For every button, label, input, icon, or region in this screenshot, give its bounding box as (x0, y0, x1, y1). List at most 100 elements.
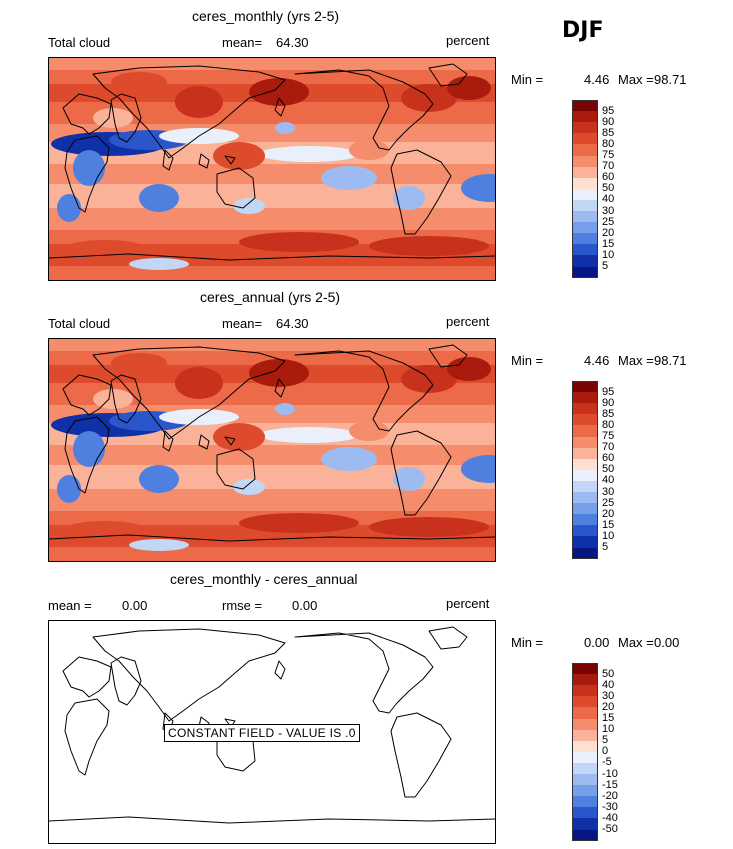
field-contour (129, 539, 189, 551)
colorbar-swatch (572, 111, 598, 123)
panel1-mean-value: 64.30 (276, 35, 309, 50)
colorbar-swatch (572, 177, 598, 190)
colorbar-swatch (572, 211, 598, 223)
coastline (62, 656, 112, 698)
panel3-min-label: Min = (511, 635, 544, 650)
colorbar-swatch (572, 469, 598, 482)
field-contour (175, 367, 223, 399)
coastline (390, 712, 452, 798)
coastline (64, 698, 110, 776)
coastline (64, 416, 110, 494)
colorbar-swatch (572, 536, 598, 549)
field-band (49, 102, 495, 125)
panel3-max-label: Max = (618, 635, 654, 650)
panel2-variable-label: Total cloud (48, 316, 111, 331)
colorbar-tick-label: 90 (602, 115, 615, 128)
field-contour (393, 186, 425, 210)
panel3-rmse-label: rmse = (222, 598, 263, 613)
coastline (92, 65, 286, 159)
colorbar-swatch (572, 436, 598, 449)
field-band (49, 489, 495, 512)
field-contour (65, 240, 145, 256)
coastline (274, 378, 286, 398)
colorbar-tick-label: -20 (602, 789, 618, 802)
field-contour (249, 78, 309, 106)
colorbar-swatch (572, 199, 598, 212)
season-label: DJF (562, 18, 604, 43)
field-contour (349, 421, 389, 441)
colorbar-swatch (572, 266, 598, 279)
panel1-variable-label: Total cloud (48, 35, 111, 50)
panel2-contour-field (49, 339, 495, 561)
field-contour (369, 517, 489, 537)
colorbar-swatch (572, 807, 598, 819)
colorbar-tick-label: -40 (602, 811, 618, 824)
coastline (274, 660, 286, 680)
colorbar-swatch (572, 122, 598, 134)
colorbar-tick-label: 0 (602, 745, 609, 758)
field-band (49, 266, 495, 280)
field-contour (239, 513, 359, 533)
colorbar-tick-label: 10 (602, 248, 615, 261)
colorbar-tick-label: 25 (602, 496, 615, 509)
colorbar-swatch (572, 547, 598, 560)
colorbar-tick-label: 10 (602, 529, 615, 542)
field-contour (275, 122, 295, 134)
colorbar-swatch (572, 685, 598, 697)
coastline (198, 153, 210, 169)
field-contour (73, 150, 105, 186)
colorbar-swatch (572, 525, 598, 537)
colorbar-tick-label: -50 (602, 823, 618, 835)
colorbar-tick-label: 90 (602, 396, 615, 409)
field-contour (447, 76, 491, 100)
colorbar-swatch (572, 233, 598, 245)
colorbar-tick-label: 30 (602, 204, 615, 217)
colorbar-tick-label: 25 (602, 215, 615, 228)
colorbar-swatch (572, 492, 598, 504)
colorbar-swatch (572, 447, 598, 460)
panel3-mean-label: mean = (48, 598, 92, 613)
colorbar-swatch (572, 166, 598, 179)
colorbar-swatch (572, 155, 598, 168)
coastline (216, 448, 256, 490)
colorbar-swatch (572, 818, 598, 831)
coastline (110, 93, 142, 143)
field-band (49, 383, 495, 406)
coastline (428, 626, 468, 650)
field-contour (401, 365, 457, 393)
colorbar-tick-label: 30 (602, 689, 615, 702)
colorbar-swatch (572, 100, 598, 112)
coastline (62, 93, 112, 135)
field-contour (259, 146, 359, 162)
colorbar-tick-label: 5 (602, 734, 609, 747)
field-contour (401, 84, 457, 112)
coastline (294, 350, 434, 432)
colorbar-swatch (572, 696, 598, 708)
colorbar-tick-label: 60 (602, 171, 615, 184)
panel1-title: ceres_monthly (yrs 2-5) (192, 8, 340, 24)
field-band (49, 445, 495, 466)
field-contour (233, 479, 265, 495)
field-contour (73, 431, 105, 467)
colorbar-swatch (572, 381, 598, 393)
coastline (224, 436, 236, 446)
field-contour (249, 359, 309, 387)
colorbar-tick-label: 50 (602, 463, 615, 476)
colorbar-tick-label: 85 (602, 407, 615, 420)
colorbar-swatch (572, 414, 598, 426)
field-contour (93, 108, 133, 128)
colorbar-tick-label: 20 (602, 700, 615, 713)
panel3-difference-map: CONSTANT FIELD - VALUE IS .0 (48, 620, 496, 844)
coastline (390, 149, 452, 235)
colorbar-swatch (572, 796, 598, 808)
colorbar-swatch (572, 829, 598, 842)
panel2-max-value: 98.71 (654, 353, 687, 368)
field-contour (93, 389, 133, 409)
coastline (92, 346, 286, 440)
colorbar-tick-label: 70 (602, 160, 615, 173)
colorbar-tick-label: 30 (602, 485, 615, 498)
colorbar-swatch (572, 663, 598, 675)
colorbar-tick-label: 85 (602, 126, 615, 139)
colorbar-tick-label: 20 (602, 226, 615, 239)
panel1-min-value: 4.46 (584, 72, 610, 87)
